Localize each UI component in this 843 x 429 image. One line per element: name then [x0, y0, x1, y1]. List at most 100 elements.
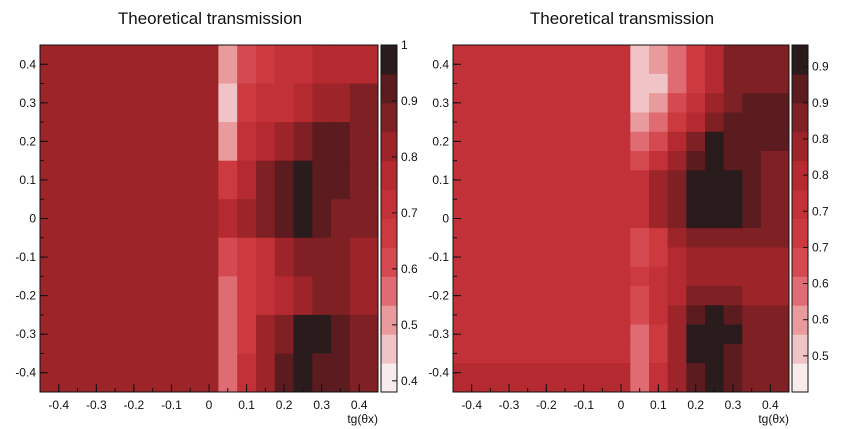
heatmap-cell: [649, 305, 669, 326]
x-tick-label: -0.3: [499, 398, 520, 412]
heatmap-cell: [761, 343, 790, 364]
heatmap-cell: [331, 237, 351, 277]
heatmap-cell: [649, 343, 669, 364]
heatmap-cell: [742, 73, 762, 94]
heatmap-cell: [686, 170, 706, 191]
heatmap-cell: [667, 93, 687, 113]
heatmap-cell: [152, 314, 191, 354]
heatmap-cell: [518, 170, 538, 191]
heatmap-cell: [611, 228, 631, 248]
heatmap-cell: [761, 112, 790, 133]
heatmap-cell: [611, 266, 631, 287]
heatmap-cell: [237, 237, 257, 277]
x-tick-label: 0.2: [687, 398, 704, 412]
heatmap-cell: [667, 247, 687, 268]
heatmap-cell: [349, 276, 379, 316]
heatmap-cell: [312, 160, 332, 200]
heatmap-cell: [331, 45, 351, 85]
heatmap-cell: [237, 83, 257, 123]
heatmap-cell: [611, 324, 631, 345]
heatmap-cell: [649, 131, 669, 152]
heatmap-cell: [255, 83, 276, 123]
heatmap-cell: [152, 83, 191, 123]
heatmap-cell: [593, 343, 613, 364]
heatmap-cell: [555, 151, 575, 171]
heatmap-cell: [255, 45, 276, 85]
heatmap-cell: [686, 228, 706, 248]
heatmap-cell: [574, 131, 594, 152]
heatmap-cell: [331, 199, 351, 239]
heatmap-cell: [152, 45, 191, 85]
heatmap-cell: [761, 45, 790, 75]
colorbar-segment: [381, 160, 397, 191]
heatmap-cell: [115, 122, 154, 162]
heatmap-cell: [518, 45, 538, 75]
heatmap-cell: [555, 285, 575, 306]
heatmap-cell: [453, 189, 501, 210]
heatmap-cell: [742, 324, 762, 345]
heatmap-cell: [667, 45, 687, 75]
heatmap-cell: [537, 247, 557, 268]
heatmap-cell: [312, 276, 332, 316]
heatmap-cell: [293, 160, 313, 200]
heatmap-cell: [723, 151, 743, 171]
colorbar-segment: [381, 218, 397, 248]
heatmap-cell: [705, 285, 725, 306]
heatmap-cell: [218, 199, 238, 239]
heatmap-cell: [115, 45, 154, 85]
heatmap-cell: [255, 276, 276, 316]
colorbar-tick-label: 0.8: [401, 150, 418, 164]
heatmap-cell: [649, 189, 669, 210]
heatmap-cell: [349, 199, 379, 239]
colorbar-tick-label: 0.8: [812, 168, 829, 182]
heatmap-cell: [593, 208, 613, 229]
left-y-axis: -0.4 -0.3 -0.2 -0.1 0 0.1 0.2 0.3 0.4: [15, 44, 48, 393]
heatmap-cell: [293, 199, 313, 239]
heatmap-cell: [761, 363, 790, 393]
heatmap-cell: [293, 353, 313, 393]
heatmap-cell: [453, 112, 501, 133]
colorbar-segment: [381, 102, 397, 133]
y-tick-label: -0.4: [15, 366, 36, 380]
heatmap-cell: [293, 276, 313, 316]
y-tick-label: -0.3: [428, 327, 449, 341]
heatmap-cell: [761, 305, 790, 326]
colorbar-segment: [381, 247, 397, 277]
heatmap-cell: [705, 208, 725, 229]
heatmap-cell: [742, 112, 762, 133]
y-tick-label: -0.4: [428, 366, 449, 380]
heatmap-cell: [499, 93, 519, 113]
y-tick-label: 0.3: [19, 96, 36, 110]
heatmap-cell: [630, 305, 650, 326]
heatmap-cell: [723, 170, 743, 191]
heatmap-cell: [115, 276, 154, 316]
heatmap-cell: [611, 151, 631, 171]
heatmap-cell: [649, 363, 669, 393]
y-tick-label: -0.3: [15, 327, 36, 341]
colorbar-tick-label: 0.7: [812, 240, 829, 254]
heatmap-cell: [705, 189, 725, 210]
heatmap-cell: [331, 122, 351, 162]
heatmap-cell: [274, 237, 294, 277]
heatmap-cell: [686, 131, 706, 152]
heatmap-cell: [537, 112, 557, 133]
heatmap-cell: [518, 266, 538, 287]
heatmap-cell: [218, 122, 238, 162]
heatmap-cell: [630, 131, 650, 152]
colorbar-segment: [792, 305, 808, 335]
heatmap-cell: [555, 170, 575, 191]
heatmap-cell: [255, 160, 276, 200]
y-tick-label: 0.3: [432, 96, 449, 110]
right-colorbar: 0.9 0.9 0.8 0.8 0.7 0.7 0.6 0.6 0.5: [791, 44, 829, 393]
heatmap-cell: [723, 208, 743, 229]
heatmap-cell: [237, 353, 257, 393]
heatmap-cell: [349, 353, 379, 393]
heatmap-cell: [537, 73, 557, 94]
heatmap-cell: [518, 208, 538, 229]
heatmap-cell: [237, 199, 257, 239]
heatmap-cell: [237, 160, 257, 200]
heatmap-cell: [312, 314, 332, 354]
colorbar-segment: [381, 363, 397, 393]
heatmap-cell: [499, 73, 519, 94]
heatmap-cell: [649, 151, 669, 171]
